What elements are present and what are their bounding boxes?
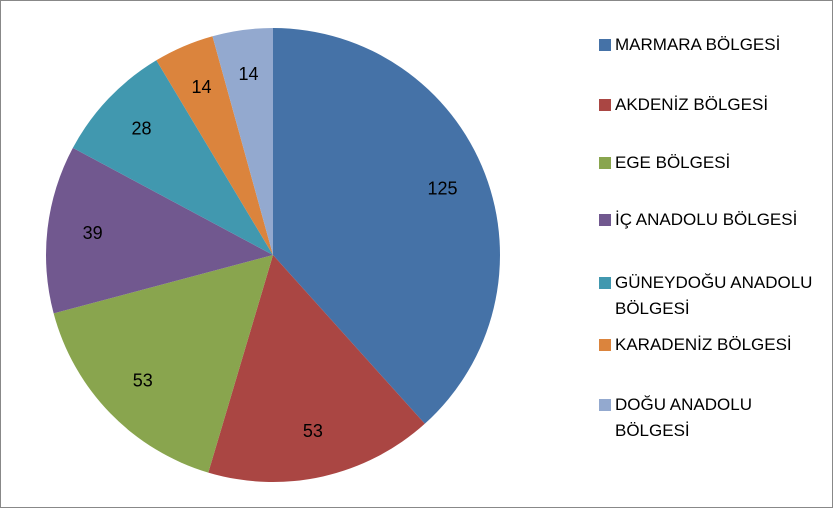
- data-label: 14: [239, 64, 259, 84]
- pie-slice: [53, 255, 273, 473]
- legend-swatch: [599, 99, 611, 111]
- pie-slice: [273, 28, 500, 424]
- legend-swatch: [599, 39, 611, 51]
- pie-slice: [46, 147, 274, 314]
- legend-label: DOĞU ANADOLU BÖLGESİ: [615, 395, 752, 440]
- legend-item: EGE BÖLGESİ: [599, 150, 821, 176]
- legend-label: İÇ ANADOLU BÖLGESİ: [615, 210, 798, 229]
- data-label: 125: [428, 179, 458, 199]
- legend-label: GÜNEYDOĞU ANADOLU BÖLGESİ: [615, 273, 813, 318]
- legend-label: MARMARA BÖLGESİ: [615, 35, 781, 54]
- pie-slice: [212, 28, 273, 255]
- data-label: 53: [303, 421, 323, 441]
- pie-slice: [72, 60, 273, 256]
- legend-item: AKDENİZ BÖLGESİ: [599, 92, 821, 118]
- data-label: 53: [133, 370, 153, 390]
- data-label: 39: [83, 223, 103, 243]
- legend-item: GÜNEYDOĞU ANADOLU BÖLGESİ: [599, 270, 821, 322]
- legend-swatch: [599, 214, 611, 226]
- legend-item: KARADENİZ BÖLGESİ: [599, 332, 821, 358]
- data-label: 14: [191, 77, 211, 97]
- legend-item: İÇ ANADOLU BÖLGESİ: [599, 207, 821, 233]
- pie-slice: [156, 36, 273, 256]
- legend-item: MARMARA BÖLGESİ: [599, 32, 821, 58]
- legend-label: AKDENİZ BÖLGESİ: [615, 95, 769, 114]
- pie-area: 125 53 53 39 28 14 14: [46, 28, 500, 482]
- legend-swatch: [599, 339, 611, 351]
- legend-swatch: [599, 399, 611, 411]
- legend-label: KARADENİZ BÖLGESİ: [615, 335, 792, 354]
- legend-item: DOĞU ANADOLU BÖLGESİ: [599, 392, 821, 444]
- legend-swatch: [599, 157, 611, 169]
- legend-label: EGE BÖLGESİ: [615, 153, 731, 172]
- pie-slice: [208, 255, 425, 482]
- legend-swatch: [599, 277, 611, 289]
- data-label: 28: [132, 118, 152, 138]
